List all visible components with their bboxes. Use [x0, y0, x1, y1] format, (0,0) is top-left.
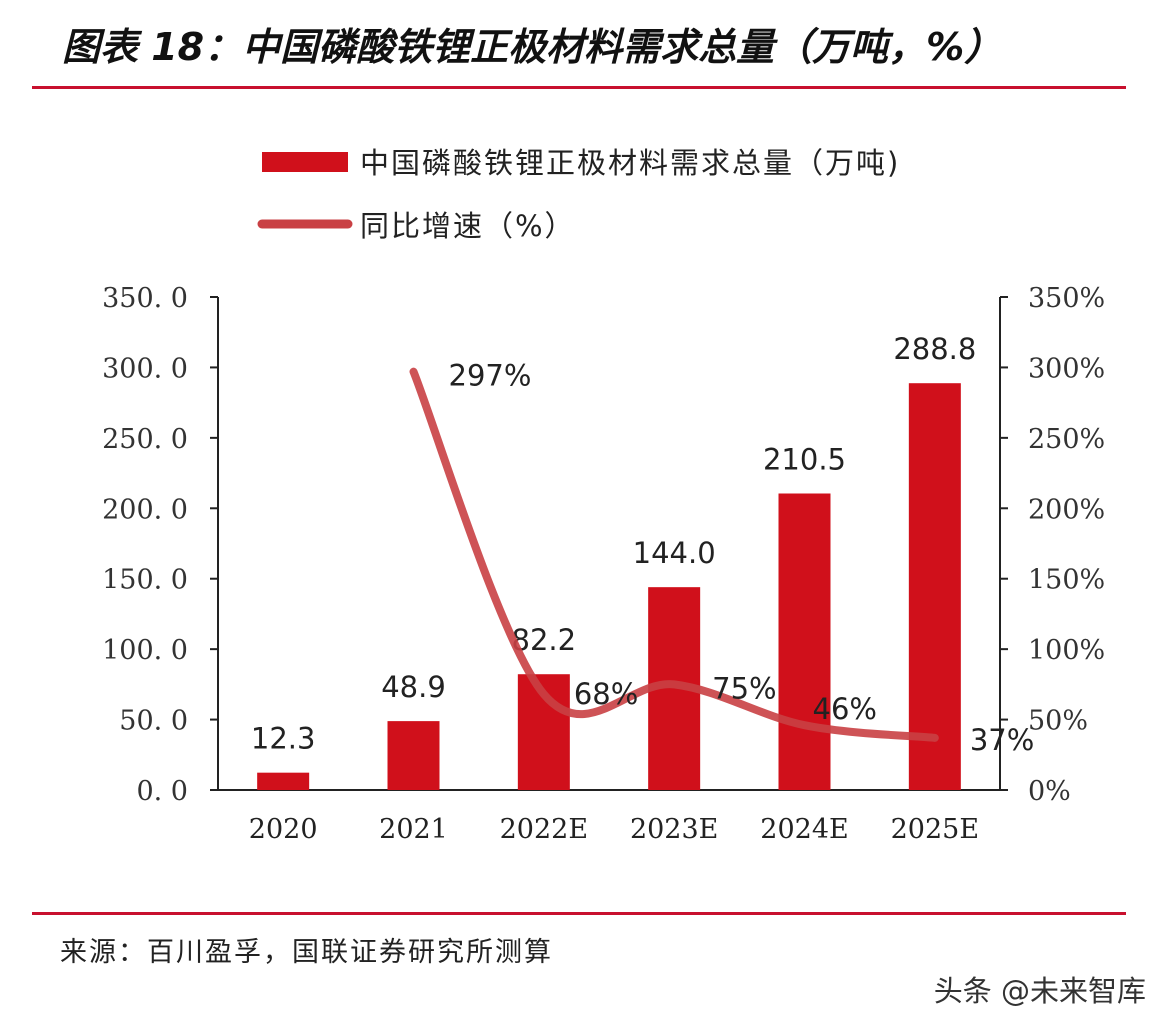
- y-tick-label: 350. 0: [102, 283, 188, 314]
- y-tick-label: 100. 0: [102, 635, 188, 666]
- y-tick-label: 0. 0: [136, 776, 188, 807]
- y2-tick-label: 100%: [1028, 635, 1105, 666]
- line-value-label: 297%: [449, 359, 532, 393]
- y2-tick-label: 200%: [1028, 494, 1105, 525]
- title-divider: [32, 86, 1126, 89]
- x-tick-label: 2021: [379, 814, 448, 845]
- y2-tick-label: 300%: [1028, 353, 1105, 384]
- y-tick-label: 200. 0: [102, 494, 188, 525]
- source-note: 来源：百川盈孚，国联证券研究所测算: [60, 937, 553, 968]
- source-divider: [32, 912, 1126, 915]
- y2-tick-label: 150%: [1028, 565, 1105, 596]
- chart-svg: 中国磷酸铁锂正极材料需求总量（万吨) 同比增速（%） 0. 0 50. 0 100. 0…: [102, 146, 1105, 845]
- x-tick-label: 2020: [249, 814, 318, 845]
- x-tick-label: 2022E: [500, 814, 588, 845]
- bar: [778, 493, 831, 790]
- line-value-label: 46%: [813, 692, 877, 726]
- chart-title: 图表 18：中国磷酸铁锂正极材料需求总量（万吨，%）: [62, 25, 1003, 69]
- legend-line-label: 同比增速（%）: [360, 209, 576, 243]
- bar-value-label: 210.5: [763, 442, 846, 476]
- y2-tick-label: 0%: [1028, 776, 1071, 807]
- line-value-label: 75%: [712, 671, 776, 705]
- bar: [387, 721, 440, 790]
- growth-line: [409, 367, 939, 742]
- bar-value-label: 288.8: [893, 332, 976, 366]
- bar: [257, 772, 310, 790]
- x-tick-label: 2023E: [630, 814, 718, 845]
- y-tick-label: 50. 0: [119, 706, 188, 737]
- line-value-label: 37%: [970, 723, 1034, 757]
- line-value-label: 68%: [574, 677, 638, 711]
- bar-value-label: 48.9: [381, 670, 446, 704]
- legend-bar-swatch: [262, 152, 348, 172]
- bar-value-label: 144.0: [633, 536, 716, 570]
- x-tick-label: 2025E: [891, 814, 979, 845]
- watermark: 头条 @未来智库: [933, 974, 1146, 1008]
- x-tick-label: 2024E: [760, 814, 848, 845]
- y-tick-label: 150. 0: [102, 565, 188, 596]
- y-tick-label: 250. 0: [102, 424, 188, 455]
- bar-value-label: 12.3: [251, 722, 316, 756]
- y2-tick-label: 350%: [1028, 283, 1105, 314]
- y2-tick-label: 250%: [1028, 424, 1105, 455]
- bar: [908, 383, 961, 790]
- legend-bar-label: 中国磷酸铁锂正极材料需求总量（万吨): [360, 146, 900, 180]
- y2-tick-label: 50%: [1028, 706, 1088, 737]
- y-tick-label: 300. 0: [102, 353, 188, 384]
